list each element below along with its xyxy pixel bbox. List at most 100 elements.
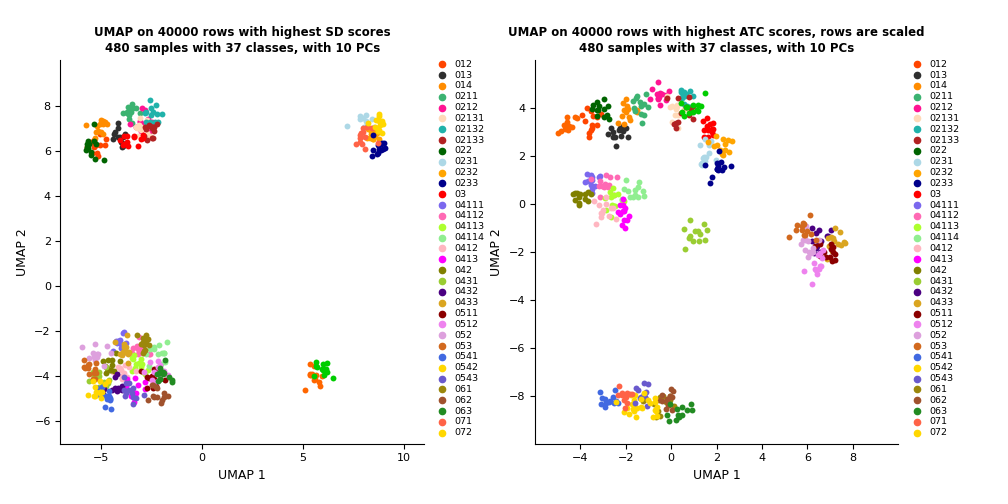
Point	[369, 129, 385, 137]
Point	[81, 391, 97, 399]
Point	[715, 151, 731, 159]
Point	[135, 349, 151, 357]
Point	[698, 153, 714, 161]
Point	[138, 116, 154, 124]
Point	[825, 243, 841, 251]
Point	[602, 398, 618, 406]
Point	[136, 109, 152, 117]
Point	[592, 193, 608, 201]
Point	[102, 394, 118, 402]
Point	[355, 114, 371, 122]
Point	[368, 116, 384, 124]
Point	[623, 391, 639, 399]
Point	[147, 118, 163, 126]
Point	[113, 350, 129, 358]
Point	[658, 398, 674, 406]
Point	[802, 212, 818, 220]
Point	[608, 142, 624, 150]
Text: 012: 012	[929, 60, 948, 69]
Point	[639, 396, 655, 404]
Point	[367, 123, 383, 131]
Point	[619, 389, 635, 397]
Point	[658, 96, 674, 104]
Point	[117, 361, 133, 369]
Point	[581, 129, 597, 137]
Point	[830, 239, 846, 247]
Point	[632, 102, 648, 110]
Point	[633, 404, 649, 412]
Point	[138, 108, 154, 116]
Point	[145, 384, 161, 392]
Point	[125, 400, 141, 408]
Point	[627, 399, 643, 407]
Point	[145, 378, 161, 386]
Point	[628, 94, 644, 102]
Point	[633, 395, 649, 403]
Point	[296, 386, 312, 394]
Point	[607, 386, 623, 394]
Point	[88, 392, 104, 400]
Point	[648, 407, 664, 415]
Text: 012: 012	[455, 60, 473, 69]
Point	[79, 146, 95, 154]
Point	[696, 116, 712, 124]
Point	[805, 260, 822, 268]
Point	[136, 106, 152, 114]
Point	[694, 161, 710, 169]
Point	[88, 383, 104, 391]
Point	[98, 363, 114, 371]
Point	[135, 391, 151, 399]
Point	[668, 101, 684, 109]
Point	[348, 140, 364, 148]
Point	[308, 371, 325, 379]
Point	[697, 135, 713, 143]
Point	[134, 360, 150, 368]
Point	[615, 195, 631, 203]
Text: 04113: 04113	[929, 222, 960, 231]
Point	[711, 162, 727, 170]
Text: 072: 072	[455, 428, 473, 437]
Point	[709, 132, 725, 140]
Point	[636, 389, 652, 397]
Point	[113, 344, 129, 352]
Point	[301, 360, 318, 368]
Point	[137, 377, 153, 386]
Point	[801, 248, 817, 256]
Point	[572, 190, 588, 198]
Point	[669, 124, 685, 132]
Text: 061: 061	[929, 385, 948, 394]
Point	[131, 359, 147, 367]
Point	[304, 370, 321, 378]
Point	[577, 191, 593, 199]
Point	[131, 121, 147, 129]
Text: 062: 062	[929, 396, 948, 405]
Point	[591, 201, 607, 209]
Point	[647, 413, 663, 421]
Point	[133, 135, 149, 143]
Point	[620, 133, 636, 141]
Point	[805, 247, 822, 256]
Point	[152, 375, 168, 384]
Point	[353, 134, 369, 142]
Point	[605, 204, 621, 212]
Point	[141, 129, 157, 137]
Point	[352, 115, 368, 123]
Point	[619, 102, 635, 110]
Point	[95, 116, 111, 124]
Point	[99, 120, 115, 129]
Text: 0543: 0543	[455, 374, 479, 383]
Point	[97, 380, 113, 388]
Point	[599, 111, 615, 119]
Point	[615, 122, 631, 130]
Point	[593, 213, 609, 221]
Point	[143, 104, 159, 112]
Point	[602, 212, 618, 220]
Point	[808, 271, 825, 279]
Point	[589, 98, 605, 106]
Point	[662, 392, 678, 400]
Point	[699, 114, 715, 122]
Point	[113, 340, 129, 348]
Point	[823, 244, 839, 253]
Point	[99, 395, 115, 403]
Point	[669, 102, 685, 110]
